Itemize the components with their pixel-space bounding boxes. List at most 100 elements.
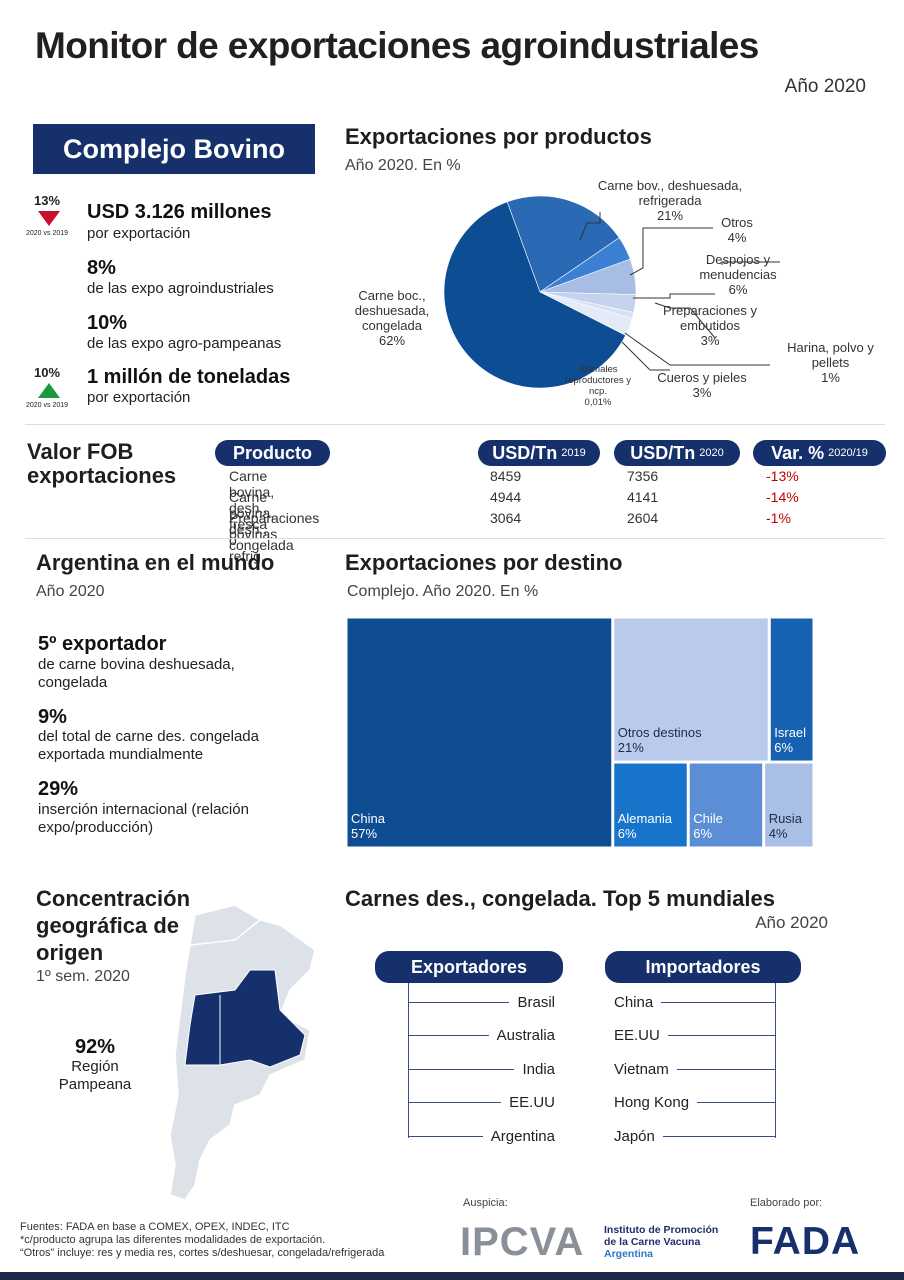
header-note: 2019 (561, 447, 586, 459)
table-header: USD/Tn 2020 (614, 440, 740, 466)
note: *c/producto agrupa las diferentes modali… (20, 1234, 326, 1246)
table-header: Producto (215, 440, 330, 466)
list-row: Hong Kong (614, 1093, 775, 1113)
list-connector (408, 1102, 502, 1103)
value-label: 21% (656, 208, 684, 223)
change-note: 2020 vs 2019 (26, 230, 69, 237)
header-text: USD/Tn (492, 442, 558, 463)
map (169, 904, 316, 1201)
header-text: Producto (233, 442, 312, 463)
list-row: EE.UU (408, 1093, 555, 1113)
sponsor-label: Auspicia: (463, 1197, 508, 1209)
treemap-cell (614, 618, 768, 761)
chart-title: Exportaciones por productos (345, 124, 652, 149)
list-row: China (614, 992, 775, 1012)
table-cell: 7356 (627, 468, 659, 484)
header-text: Var. % (771, 442, 825, 463)
table-cell: Carne bovina, desh., fresca o refrig. (229, 468, 275, 564)
category-label: Otros destinos (618, 725, 702, 740)
value-label: 21% (618, 740, 644, 755)
table-header: USD/Tn 2019 (478, 440, 600, 466)
stat-value: 29% (38, 778, 79, 800)
header-note: 2020 (699, 447, 724, 459)
value-label: 3% (692, 385, 712, 400)
value-label: 6% (618, 826, 637, 841)
stat-label: Región Pampeana (58, 1058, 132, 1093)
stat-value: 1 millón de toneladas (87, 366, 291, 388)
pie-label: Cueros y pieles 3% (640, 370, 764, 400)
pie-label: Carne bov., deshuesada, refrigerada 21% (575, 178, 765, 223)
category-label: Israel (774, 725, 806, 740)
chart-title: Exportaciones por destino (345, 550, 623, 575)
source: Fuentes: FADA en base a COMEX, OPEX, IND… (20, 1221, 290, 1233)
value-label: 3% (700, 333, 720, 348)
category-label: China (351, 811, 386, 826)
list-item: Australia (496, 1027, 555, 1044)
category-label: Chile (693, 811, 723, 826)
ipcva-line: Argentina (604, 1248, 654, 1260)
value-label: 4% (769, 826, 788, 841)
value-label: 57% (351, 826, 377, 841)
stat-label: por exportación (87, 225, 191, 242)
list-item: EE.UU (614, 1027, 660, 1044)
pie-slice (443, 201, 627, 389)
table-cell: 8459 (490, 468, 522, 484)
list-row: Australia (408, 1026, 555, 1046)
table-cell: -13% (766, 468, 799, 484)
stat-value: 10% (87, 312, 128, 334)
value-label: 6% (728, 282, 748, 297)
section-title: Argentina en el mundo (36, 550, 275, 575)
stat-label: de carne bovina deshuesada, congelada (38, 656, 235, 691)
list-line (775, 983, 776, 1138)
category: Harina, polvo y pellets (787, 340, 874, 370)
list-item: Hong Kong (614, 1094, 690, 1111)
category-label: Rusia (769, 811, 803, 826)
pie-label: Despojos y menudencias 6% (683, 252, 793, 297)
list-connector (408, 1135, 483, 1137)
section-title: Concentración geográfica de origen (36, 886, 191, 965)
table-cell: -14% (766, 489, 799, 505)
value-label: 4% (727, 230, 747, 245)
list-item: Argentina (490, 1127, 555, 1145)
category: Carne boc., deshuesada, congelada (354, 288, 430, 333)
category: Cueros y pieles (657, 370, 747, 385)
list-row: Vietnam (614, 1059, 775, 1079)
section-title: Carnes des., congelada. Top 5 mundiales (345, 886, 775, 911)
treemap-cell (689, 763, 763, 847)
list-row: Brasil (408, 992, 555, 1012)
category: Preparaciones y embutidos (663, 303, 757, 333)
stat-label: inserción internacional (relación expo/p… (38, 801, 249, 836)
change: 10% (34, 365, 61, 380)
ipcva-name: Instituto de Promoción de la Carne Vacun… (604, 1224, 718, 1260)
stat-label: por exportación (87, 389, 191, 406)
list-row: Japón (614, 1126, 775, 1146)
stat-value: 8% (87, 257, 116, 279)
change: 13% (34, 193, 61, 208)
separator (25, 424, 885, 425)
category: Otros (721, 215, 753, 230)
table-cell: Carne bovina, desh., congelada (229, 489, 294, 553)
table-cell: 2604 (627, 510, 659, 526)
value-label: 6% (693, 826, 712, 841)
list-connector (697, 1102, 775, 1103)
category-label: Alemania (618, 811, 673, 826)
stat-label: de las expo agroindustriales (87, 280, 274, 297)
table-cell: 4141 (627, 489, 659, 505)
list-header: Exportadores (375, 951, 563, 983)
change-note: 2020 vs 2019 (26, 402, 69, 409)
table-cell: -1% (766, 510, 791, 526)
list-item: Vietnam (614, 1060, 669, 1078)
pie-chart (443, 195, 780, 389)
list-item: Japón (614, 1127, 655, 1145)
list-header: Importadores (605, 951, 801, 983)
bottom-bar (0, 1272, 904, 1280)
stat-label: de las expo agro-pampeanas (87, 335, 282, 352)
list-row: EE.UU (614, 1026, 775, 1046)
note: “Otros” incluye: res y media res, cortes… (20, 1247, 385, 1259)
list-connector (408, 1035, 489, 1036)
pie-label: Otros 4% (707, 215, 767, 245)
ipcva-line: Instituto de Promoción (604, 1224, 719, 1236)
fada-logo: FADA (750, 1220, 861, 1263)
list-row: Argentina (408, 1126, 555, 1146)
